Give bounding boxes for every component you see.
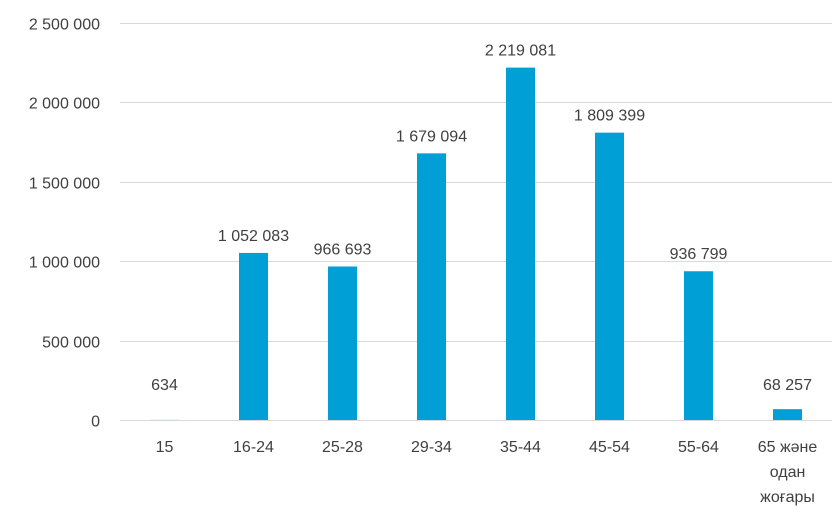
x-tick-label: 15 <box>156 439 174 456</box>
y-tick-label: 500 000 <box>42 335 100 352</box>
bars <box>150 67 802 421</box>
x-tick-label: 25-28 <box>322 439 363 456</box>
y-tick-label: 1 500 000 <box>29 176 100 193</box>
x-tick-label: 35-44 <box>500 439 541 456</box>
y-tick-label: 2 000 000 <box>29 96 100 113</box>
data-label: 1 052 083 <box>218 228 289 245</box>
bar <box>328 266 357 420</box>
x-tick-label: 65 және одан жоғары <box>758 439 818 506</box>
y-axis-tick-labels: 0 500 000 1 000 000 1 500 000 2 000 000 2 500… <box>29 17 100 431</box>
x-axis-tick-labels: 15 16-24 25-28 29-34 35-44 45-54 55-64 65 және о… <box>156 439 818 506</box>
data-label: 68 257 <box>763 377 812 394</box>
data-label: 966 693 <box>314 241 372 258</box>
data-label: 634 <box>151 377 178 394</box>
x-tick-label: 29-34 <box>411 439 452 456</box>
y-tick-label: 2 500 000 <box>29 17 100 34</box>
bar <box>684 271 713 420</box>
y-tick-label: 1 000 000 <box>29 255 100 272</box>
bar <box>506 67 535 421</box>
data-label: 1 809 399 <box>574 108 645 125</box>
data-label: 936 799 <box>670 246 728 263</box>
y-tick-label: 0 <box>91 414 100 431</box>
x-tick-label: 45-54 <box>589 439 630 456</box>
data-labels: 634 1 052 083 966 693 1 679 094 2 219 081 1 8… <box>151 43 812 394</box>
x-tick-label: 55-64 <box>678 439 719 456</box>
x-tick-label: 16-24 <box>233 439 274 456</box>
data-label: 2 219 081 <box>485 43 556 60</box>
gridlines <box>120 23 832 421</box>
data-label: 1 679 094 <box>396 128 467 145</box>
bar <box>773 409 802 420</box>
bar <box>417 153 446 421</box>
bar <box>595 132 624 421</box>
bar <box>239 252 268 420</box>
